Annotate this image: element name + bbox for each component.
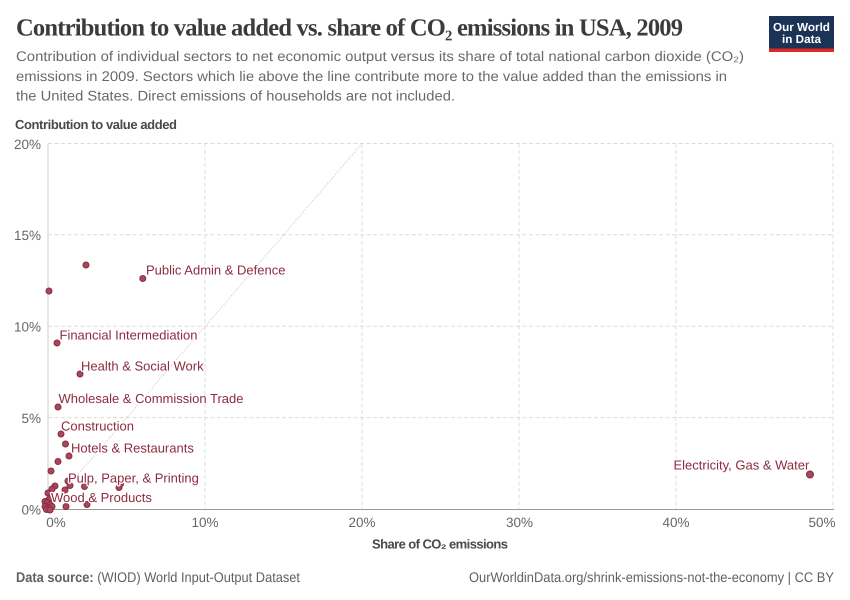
svg-text:Electricity, Gas & Water: Electricity, Gas & Water [674,458,810,473]
svg-text:Contribution to value added: Contribution to value added [15,117,177,132]
svg-text:Contribution to value added vs: Contribution to value added vs. share of… [16,15,683,42]
svg-text:50%: 50% [808,515,835,530]
svg-text:20%: 20% [14,137,41,152]
svg-text:20%: 20% [348,515,375,530]
svg-text:Contribution of individual sec: Contribution of individual sectors to ne… [16,48,748,103]
svg-text:5%: 5% [21,411,41,426]
svg-text:30%: 30% [506,515,533,530]
svg-text:Pulp, Paper, & Printing: Pulp, Paper, & Printing [68,470,199,485]
svg-text:40%: 40% [662,515,689,530]
svg-text:Share of CO₂ emissions: Share of CO₂ emissions [372,537,508,552]
svg-text:in Data: in Data [782,33,821,46]
svg-text:10%: 10% [14,320,41,335]
svg-text:Hotels & Restaurants: Hotels & Restaurants [71,441,194,456]
svg-text:OurWorldinData.org/shrink-emis: OurWorldinData.org/shrink-emissions-not-… [469,569,835,585]
svg-text:Data source: (WIOD) World Inpu: Data source: (WIOD) World Input-Output D… [16,569,300,585]
svg-text:15%: 15% [14,228,41,243]
svg-text:0%: 0% [46,515,66,530]
svg-text:Construction: Construction [61,419,134,434]
svg-text:10%: 10% [191,515,218,530]
svg-text:Financial Intermediation: Financial Intermediation [60,328,198,343]
svg-text:Wholesale & Commission Trade: Wholesale & Commission Trade [59,391,244,406]
svg-text:Our World: Our World [773,21,830,34]
svg-text:0%: 0% [21,502,41,517]
svg-text:Wood & Products: Wood & Products [51,490,152,505]
svg-text:Health & Social Work: Health & Social Work [81,359,204,374]
svg-text:Public Admin & Defence: Public Admin & Defence [146,263,285,278]
